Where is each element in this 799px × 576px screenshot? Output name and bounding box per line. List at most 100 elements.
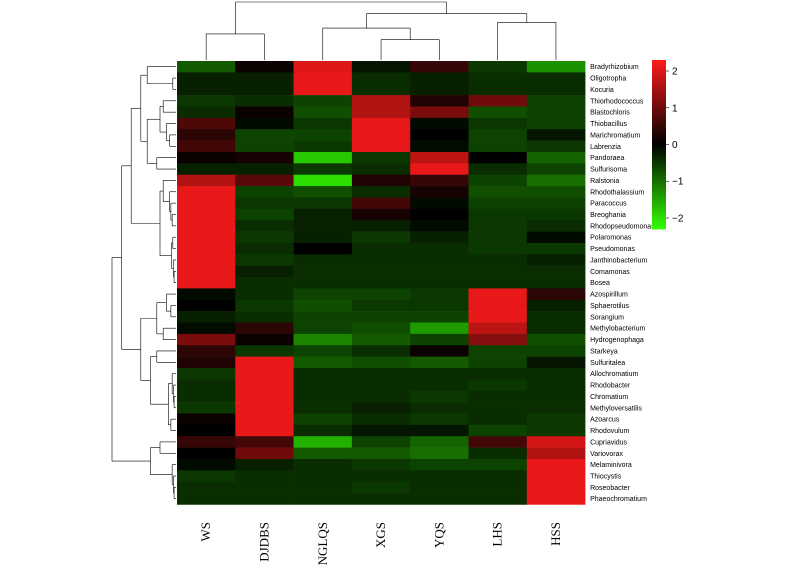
heatmap-cell-melaminivora-hss	[526, 458, 586, 471]
color-key-gradient-step	[652, 124, 666, 128]
color-key-gradient-step	[652, 138, 666, 143]
heatmap-cell-roseobacter-yqs	[410, 481, 469, 494]
color-key-gradient-step	[652, 136, 666, 140]
row-label: Allochromatium	[590, 371, 638, 378]
heatmap-cell-polaromonas-ws	[177, 231, 236, 244]
heatmap-cell-sulfuritalea-ws	[177, 356, 236, 369]
color-key-gradient-step	[652, 178, 666, 182]
heatmap-cell-ralstonia-hss	[526, 174, 586, 187]
color-key-gradient-step	[652, 192, 666, 196]
heatmap-cell-rhodobacter-yqs	[410, 379, 469, 392]
row-label: Polaromonas	[590, 235, 632, 242]
color-key-gradient-step	[652, 175, 666, 179]
heatmap-cell-rhodobacter-xgs	[351, 379, 411, 392]
color-key-gradient-step	[652, 74, 666, 78]
color-key-gradient-step	[652, 133, 666, 137]
row-label: Melaminivora	[590, 462, 632, 469]
heatmap-cell-polaromonas-xgs	[351, 231, 411, 244]
heatmap-cell-allochromatium-ws	[177, 367, 236, 380]
heatmap-cell-rhodothalassium-ws	[177, 186, 236, 198]
heatmap-cell-allochromatium-djdbs	[235, 367, 294, 380]
row-label: Thiocystis	[590, 474, 622, 481]
heatmap-cell-labrenzia-xgs	[351, 140, 411, 153]
color-key-gradient-step	[652, 186, 666, 190]
heatmap-cell-azoarcus-lhs	[468, 413, 528, 426]
heatmap-cell-azospirillum-xgs	[351, 288, 411, 301]
column-label: NGLQS	[315, 522, 330, 565]
heatmap-cell-marichromatium-yqs	[410, 129, 469, 141]
heatmap-cell-sulfuritalea-lhs	[468, 356, 528, 369]
heatmap-cell-pandoraea-lhs	[468, 151, 528, 164]
heatmap-cell-chromatium-xgs	[351, 390, 411, 403]
heatmap-cell-starkeya-djdbs	[235, 345, 294, 357]
heatmap-cell-pseudomonas-yqs	[410, 242, 469, 255]
heatmap-cell-azospirillum-ws	[177, 288, 236, 301]
color-key-gradient-step	[652, 62, 666, 67]
heatmap-cell-rhodovulum-lhs	[468, 424, 528, 437]
heatmap-cell-sphaerotilus-nglqs	[293, 299, 353, 312]
heatmap-cell-hydrogenophaga-xgs	[351, 333, 411, 346]
heatmap-cell-hydrogenophaga-nglqs	[293, 333, 353, 346]
color-key-legend: 2 1 0 −1 −2	[652, 60, 684, 230]
heatmap-cell-sorangium-lhs	[468, 311, 528, 323]
heatmap-cell-methyloversatilis-ws	[177, 402, 236, 414]
row-label: Janthinobacterium	[590, 257, 647, 264]
heatmap-cell-kocuria-djdbs	[235, 83, 294, 96]
heatmap-cell-comamonas-djdbs	[235, 265, 294, 278]
heatmap-cell-melaminivora-lhs	[468, 458, 528, 471]
heatmap-cell-azospirillum-djdbs	[235, 288, 294, 301]
heatmap-cell-bosea-djdbs	[235, 277, 294, 289]
heatmap-cell-cupriavidus-hss	[526, 436, 586, 448]
row-label: Rhodobacter	[590, 383, 631, 390]
heatmap-cell-roseobacter-ws	[177, 481, 236, 494]
row-label: Paracoccus	[590, 201, 627, 208]
heatmap-cell-rhodobacter-lhs	[468, 379, 528, 392]
heatmap-cell-starkeya-ws	[177, 345, 236, 357]
heatmap-cell-phaeochromatium-yqs	[410, 493, 469, 505]
heatmap-cell-methyloversatilis-xgs	[351, 402, 411, 414]
row-label: Hydrogenophaga	[590, 337, 644, 344]
color-key-gradient-step	[652, 82, 666, 86]
row-label: Chromatium	[590, 394, 628, 401]
heatmap-cell-sulfuritalea-nglqs	[293, 356, 353, 369]
color-key-gradient-step	[652, 203, 666, 207]
heatmap-cell-thiobacillus-lhs	[468, 117, 528, 130]
heatmap-cell-roseobacter-djdbs	[235, 481, 294, 494]
row-label: Roseobacter	[590, 485, 630, 492]
heatmap-cell-hydrogenophaga-hss	[526, 333, 586, 346]
heatmap-cell-janthinobacterium-nglqs	[293, 254, 353, 266]
column-label: DJDBS	[256, 522, 271, 562]
heatmap-cell-sulfuritalea-yqs	[410, 356, 469, 369]
heatmap-cell-allochromatium-yqs	[410, 367, 469, 380]
heatmap-cell-melaminivora-djdbs	[235, 458, 294, 471]
heatmap-cell-rhodopseudomonas-xgs	[351, 220, 411, 232]
heatmap-cell-hydrogenophaga-ws	[177, 333, 236, 346]
heatmap-cell-rhodothalassium-lhs	[468, 186, 528, 198]
heatmap-cell-breoghania-lhs	[468, 208, 528, 221]
heatmap-cell-sulfurisoma-nglqs	[293, 163, 353, 175]
heatmap-cell-hydrogenophaga-yqs	[410, 333, 469, 346]
heatmap-cell-chromatium-hss	[526, 390, 586, 403]
heatmap-cell-methylobacterium-nglqs	[293, 322, 353, 335]
heatmap-cell-chromatium-nglqs	[293, 390, 353, 403]
heatmap-cell-thiocystis-lhs	[468, 470, 528, 482]
heatmap-cell-labrenzia-lhs	[468, 140, 528, 153]
heatmap-cell-azospirillum-yqs	[410, 288, 469, 301]
heatmap-cell-rhodopseudomonas-yqs	[410, 220, 469, 232]
row-label: Azoarcus	[590, 417, 620, 424]
heatmap-cell-chromatium-lhs	[468, 390, 528, 403]
heatmap-cell-phaeochromatium-djdbs	[235, 493, 294, 505]
color-key-gradient-step	[652, 105, 666, 109]
heatmap-cell-methylobacterium-ws	[177, 322, 236, 335]
heatmap-cell-rhodovulum-djdbs	[235, 424, 294, 437]
color-key-gradient-step	[652, 127, 666, 131]
heatmap-cell-breoghania-ws	[177, 208, 236, 221]
color-key-gradient-step	[652, 150, 666, 154]
heatmap-cell-thiocystis-djdbs	[235, 470, 294, 482]
column-label: LHS	[490, 522, 505, 547]
heatmap-cell-melaminivora-xgs	[351, 458, 411, 471]
color-key-gradient-step	[652, 214, 666, 219]
heatmap-cell-blastochloris-ws	[177, 106, 236, 119]
heatmap-cell-azoarcus-djdbs	[235, 413, 294, 426]
heatmap-cell-kocuria-lhs	[468, 83, 528, 96]
